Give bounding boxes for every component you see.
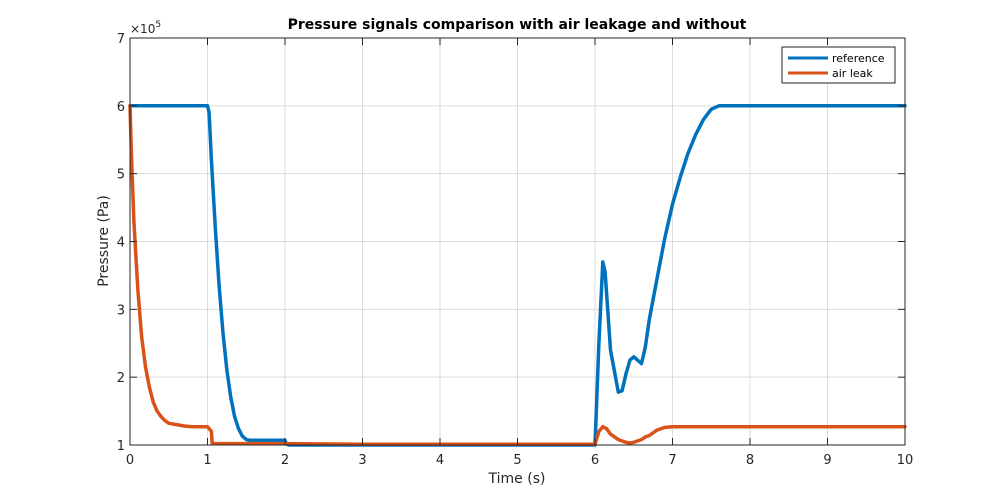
chart-title: Pressure signals comparison with air lea…	[288, 17, 747, 33]
y-tick-label: 2	[117, 371, 125, 386]
y-exponent-power: 5	[155, 20, 161, 30]
x-tick-label: 9	[823, 453, 831, 468]
y-axis-exponent: ×105	[130, 20, 161, 36]
y-tick-label: 7	[117, 32, 125, 47]
x-tick-label: 7	[668, 453, 676, 468]
y-tick-label: 5	[117, 168, 125, 183]
series-line-reference	[128, 104, 907, 447]
x-tick-label: 3	[358, 453, 366, 468]
x-tick-label: 5	[513, 453, 521, 468]
legend-label-reference: reference	[832, 52, 885, 65]
y-tick-label: 4	[117, 236, 125, 251]
y-exponent-base: ×10	[130, 22, 155, 36]
y-tick-label: 1	[117, 439, 125, 454]
legend: reference air leak	[781, 46, 896, 84]
x-tick-label: 1	[203, 453, 211, 468]
x-axis-label: Time (s)	[488, 471, 546, 487]
legend-label-air-leak: air leak	[832, 67, 873, 80]
x-tick-label: 4	[436, 453, 444, 468]
y-tick-label: 6	[117, 100, 125, 115]
x-tick-label: 2	[281, 453, 289, 468]
y-tick-label: 3	[117, 303, 125, 318]
x-tick-label: 0	[126, 453, 134, 468]
legend-box	[781, 46, 896, 84]
y-axis-label: Pressure (Pa)	[96, 195, 112, 287]
x-tick-label: 8	[746, 453, 754, 468]
x-tick-label: 6	[591, 453, 599, 468]
x-tick-label: 10	[897, 453, 914, 468]
